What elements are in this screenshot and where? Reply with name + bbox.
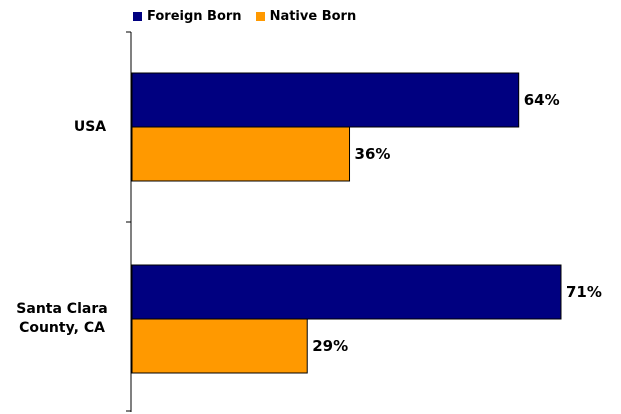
chart-legend: Foreign Born Native Born: [133, 9, 370, 24]
category-label-usa: USA: [60, 118, 120, 137]
legend-label-native-born: Native Born: [269, 9, 357, 24]
data-label-foreign-born-1: 71%: [566, 283, 602, 301]
legend-swatch-foreign-born: [133, 12, 142, 21]
legend-swatch-native-born: [255, 12, 265, 21]
bar-foreign-born-1: [131, 264, 562, 320]
data-label-native-born-0: 36%: [355, 145, 391, 163]
category-label-line: County, CA: [19, 320, 105, 336]
legend-label-foreign-born: Foreign Born: [147, 9, 242, 24]
category-label-santa-clara: Santa Clara County, CA: [0, 300, 124, 338]
bar-native-born-0: [131, 126, 351, 182]
data-label-foreign-born-0: 64%: [524, 91, 560, 109]
category-label-line: USA: [73, 119, 107, 135]
bar-foreign-born-0: [131, 72, 520, 128]
category-label-line: Santa Clara: [16, 301, 108, 317]
legend-item-native-born: Native Born: [255, 9, 357, 24]
bar-native-born-1: [131, 318, 308, 374]
data-label-native-born-1: 29%: [312, 337, 348, 355]
legend-item-foreign-born: Foreign Born: [133, 9, 242, 24]
